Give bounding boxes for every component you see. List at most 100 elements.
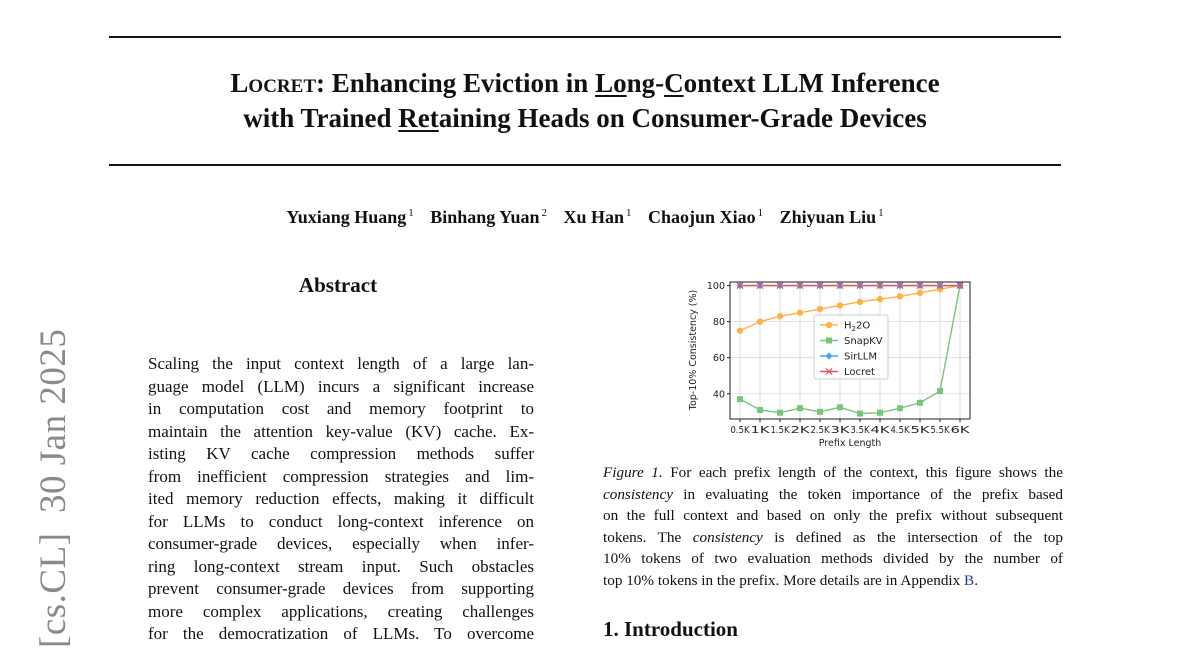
data-point — [736, 282, 744, 290]
data-point — [897, 405, 903, 412]
data-point — [776, 313, 784, 320]
title-underlined-segment: Ret — [398, 103, 439, 133]
caption-text: in evaluating the token importance of th… — [673, 485, 1063, 503]
legend-swatch-marker — [825, 321, 833, 329]
data-point — [917, 399, 923, 406]
x-tick-label: 4K — [871, 425, 891, 436]
data-point — [736, 327, 744, 334]
title-rule-bottom — [109, 164, 1061, 166]
data-point — [796, 282, 804, 290]
caption-line: top 10% tokens in the prefix. More detai… — [603, 570, 1063, 592]
consistency-line-chart: 40 60 80 100 0.5K 1K 1.5K 2K 2.5K 3K 3.5K 4K 4.5K 5K… — [688, 281, 971, 449]
data-point — [836, 302, 844, 309]
caption-text: . — [974, 571, 978, 589]
legend-entry: SnapKV — [844, 336, 883, 347]
arxiv-stamp: [cs.CL] 30 Jan 2025 — [33, 328, 74, 648]
author: Zhiyuan Liu 1 — [780, 207, 884, 227]
caption-label: Figure 1. — [603, 464, 663, 481]
data-point — [856, 282, 864, 290]
x-tick-label: 0.5K — [731, 425, 751, 436]
abstract-line: ring long-context stream input. Such obs… — [148, 556, 534, 576]
chart-legend: H22O SnapKV SirLLM Locret — [813, 314, 889, 380]
x-axis-ticks: 0.5K 1K 1.5K 2K 2.5K 3K 3.5K 4K 4.5K 5K 5.5K 6K — [731, 419, 971, 436]
paper-title-line-1: Locret: Enhancing Eviction in Long-Conte… — [109, 66, 1061, 101]
y-tick-label: 100 — [707, 281, 725, 292]
title-segment: ng- — [626, 68, 665, 98]
data-point — [896, 293, 904, 300]
author-affiliation: 1 — [408, 207, 414, 219]
title-underlined-segment: Lo — [595, 68, 627, 98]
data-point — [816, 305, 824, 313]
x-axis-label: Prefix Length — [819, 438, 882, 449]
data-point — [857, 410, 863, 417]
data-point — [956, 282, 964, 290]
abstract-line: for the democratization of LLMs. To over… — [148, 624, 534, 643]
paper-title-line-2: with Trained Retaining Heads on Consumer… — [109, 101, 1061, 136]
abstract-line: guage model (LLM) incurs a significant i… — [148, 376, 534, 396]
legend-entry: Locret — [844, 367, 875, 378]
caption-text: is defined as the intersection of the to… — [762, 528, 1063, 546]
data-point — [756, 318, 764, 325]
abstract-line: from inefficient compression strategies … — [148, 466, 534, 486]
data-point — [896, 282, 904, 290]
abstract-line: ited memory reduction effects, making it… — [148, 489, 534, 508]
title-segment: with Trained — [243, 103, 399, 133]
series-line-1 — [739, 285, 961, 415]
author: Chaojun Xiao 1 — [648, 207, 763, 227]
data-point — [856, 298, 864, 306]
chart-series-markers — [736, 282, 964, 417]
caption-emphasis: consistency — [692, 528, 763, 546]
data-point — [797, 405, 803, 412]
y-tick-label: 40 — [713, 389, 725, 400]
data-point — [757, 406, 763, 413]
abstract-line: Scaling the input context length of a la… — [148, 354, 534, 373]
author-name: Zhiyuan Liu — [779, 207, 877, 227]
author-name: Binhang Yuan — [430, 207, 540, 227]
x-tick-label: 1.5K — [771, 425, 791, 436]
x-tick-label: 5K — [911, 425, 931, 436]
caption-line: Figure 1. For each prefix length of the … — [603, 462, 1063, 484]
author-name: Chaojun Xiao — [648, 207, 756, 227]
caption-text: tokens. The — [603, 528, 693, 546]
data-point — [737, 396, 743, 403]
title-segment: : Enhancing Eviction in — [316, 68, 596, 98]
author: Xu Han 1 — [564, 207, 632, 227]
data-point — [816, 282, 824, 290]
abstract-line: isting KV cache compression methods suff… — [148, 444, 534, 463]
author-name: Yuxiang Huang — [286, 207, 407, 227]
data-point — [817, 408, 823, 415]
x-tick-label: 2.5K — [811, 425, 831, 436]
x-tick-label: 3.5K — [851, 425, 871, 436]
title-segment: ontext LLM Inference — [683, 68, 940, 98]
data-point — [916, 289, 924, 297]
author: Binhang Yuan 2 — [430, 207, 547, 227]
author-affiliation: 1 — [626, 207, 632, 219]
legend-entry: H22O — [844, 321, 870, 334]
legend-box — [813, 314, 889, 380]
data-point — [916, 282, 924, 290]
data-point — [877, 409, 883, 416]
caption-line: on the full context and based on only th… — [603, 507, 1063, 524]
legend-swatch-marker — [826, 337, 832, 344]
author: Yuxiang Huang 1 — [286, 207, 413, 227]
caption-emphasis: consistency — [603, 485, 674, 503]
data-point — [837, 404, 843, 411]
abstract-line: consumer-grade devices, especially when … — [148, 534, 534, 553]
appendix-link[interactable]: B — [964, 571, 975, 589]
caption-line: consistency in evaluating the token impo… — [603, 484, 1063, 506]
y-tick-label: 80 — [713, 317, 725, 328]
caption-text: top 10% tokens in the prefix. More detai… — [603, 571, 965, 589]
abstract-line: more complex applications, creating chal… — [148, 601, 534, 621]
data-point — [876, 295, 884, 303]
figure-caption: Figure 1. For each prefix length of the … — [603, 462, 1063, 591]
author-affiliation: 1 — [757, 207, 764, 219]
x-tick-label: 2K — [791, 425, 811, 436]
title-brand: Locret — [230, 68, 316, 98]
y-axis-ticks: 40 60 80 100 — [707, 281, 730, 400]
x-tick-label: 4.5K — [891, 425, 911, 436]
author-list: Yuxiang Huang 1 Binhang Yuan 2 Xu Han 1 Cha… — [109, 207, 1061, 228]
abstract-line: in computation cost and memory footprint… — [148, 399, 534, 418]
title-underlined-segment: C — [664, 68, 684, 98]
x-tick-label: 6K — [951, 425, 971, 436]
series-line-0 — [739, 284, 961, 332]
